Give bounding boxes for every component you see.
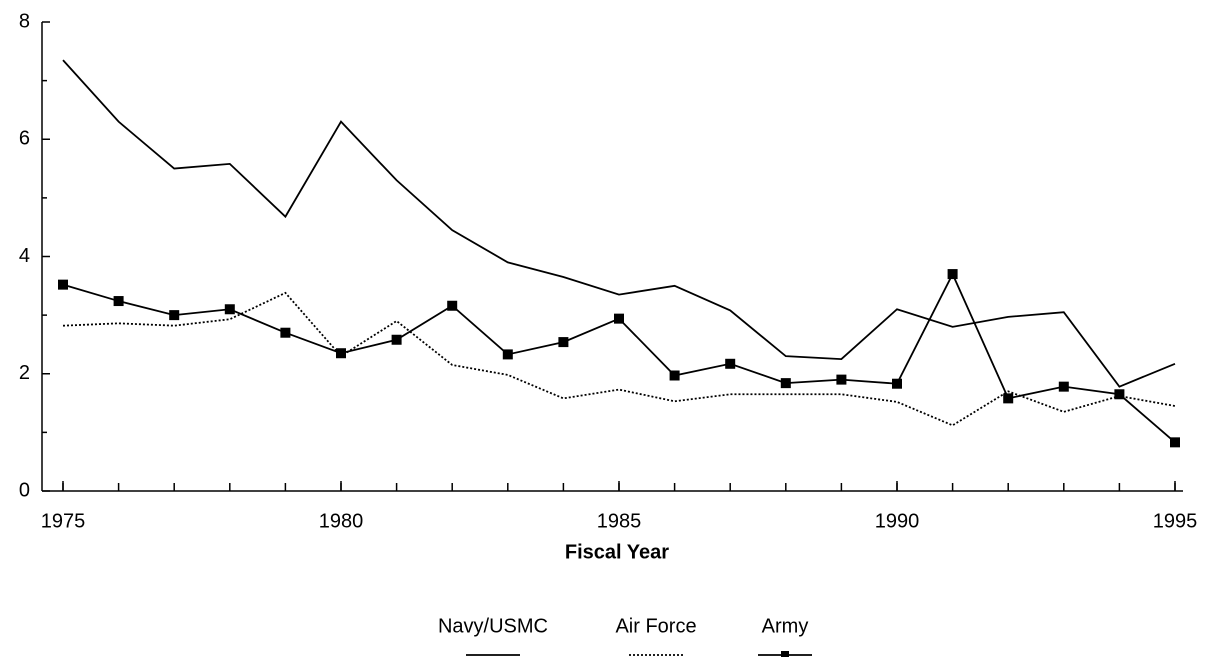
y-tick-label: 4 <box>19 245 30 267</box>
x-tick-label: 1990 <box>875 510 920 532</box>
point-marker <box>391 334 402 345</box>
y-tick-label: 6 <box>19 128 30 150</box>
point-marker <box>614 313 624 324</box>
x-tick-label: 1995 <box>1153 510 1198 532</box>
point-marker <box>892 378 902 389</box>
point-marker <box>169 310 180 321</box>
point-marker <box>58 279 68 290</box>
point-marker <box>113 296 124 307</box>
point-marker <box>669 370 680 381</box>
point-marker <box>1170 437 1180 448</box>
point-marker <box>280 327 291 338</box>
series-line <box>62 59 1176 388</box>
x-axis-label: Fiscal Year <box>565 541 669 563</box>
y-tick-label: 2 <box>19 362 30 384</box>
point-marker <box>725 358 736 369</box>
y-tick-label: 8 <box>19 10 30 32</box>
point-marker <box>224 304 235 315</box>
y-tick-label: 0 <box>19 479 30 501</box>
point-marker <box>502 349 513 360</box>
legend-marker <box>781 651 789 657</box>
point-marker <box>447 300 458 311</box>
legend-label: Air Force <box>615 615 696 637</box>
point-marker <box>780 378 791 389</box>
point-marker <box>1003 393 1014 404</box>
legend-label: Navy/USMC <box>438 615 548 637</box>
point-marker <box>836 374 847 385</box>
series-line <box>62 271 1176 444</box>
point-marker <box>336 348 346 359</box>
legend-label: Army <box>762 615 809 637</box>
point-marker <box>947 269 958 280</box>
x-tick-label: 1985 <box>597 510 642 532</box>
x-tick-label: 1980 <box>319 510 364 532</box>
point-marker <box>1114 389 1125 400</box>
point-marker <box>1058 381 1069 392</box>
point-marker <box>558 337 569 348</box>
x-tick-label: 1975 <box>41 510 86 532</box>
